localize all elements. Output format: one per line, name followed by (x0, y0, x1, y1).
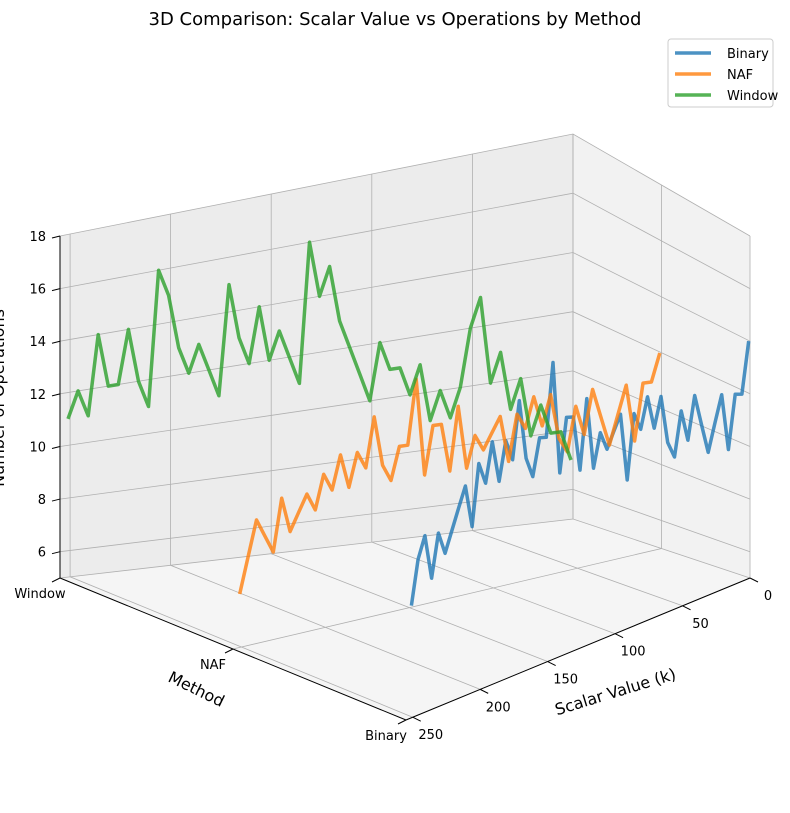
legend-box (667, 38, 774, 108)
legend-label: NAF (727, 68, 753, 83)
axis-panes (60, 134, 750, 720)
z-tick-mark (51, 393, 61, 397)
y-tick-mark (51, 577, 61, 583)
y-tick-mark (397, 719, 407, 725)
z-tick-label: 8 (38, 493, 46, 508)
z-tick-label: 10 (29, 440, 46, 455)
z-tick-mark (51, 340, 61, 344)
x-tick-mark (412, 716, 421, 722)
z-tick-label: 6 (38, 546, 46, 561)
x-tick-label: 250 (418, 728, 443, 743)
series-line-binary (409, 340, 751, 606)
chart-title: 3D Comparison: Scalar Value vs Operation… (149, 9, 642, 30)
x-tick-mark (682, 605, 691, 611)
z-tick-label: 16 (29, 283, 46, 298)
z-tick-mark (51, 498, 61, 502)
series-lines (66, 240, 751, 606)
z-tick-mark (51, 551, 61, 555)
y-tick-label: Binary (365, 729, 407, 744)
x-tick-mark (479, 688, 489, 694)
y-tick-label: Window (14, 587, 66, 602)
z-tick-label: 18 (29, 230, 46, 245)
x-tick-label: 200 (486, 700, 511, 715)
y-grid-line (59, 134, 574, 579)
x-tick-label: 0 (764, 589, 772, 604)
tick-labels: 0 50 100 150 200 250 Binary NAF Window 6 8 10 12 14 16… (14, 230, 772, 744)
x-axis-line (405, 577, 751, 721)
y-grid-line (232, 185, 662, 650)
x-tick-mark (749, 577, 759, 583)
z-axis-label: Number of Operations (0, 309, 8, 487)
legend-label: Window (727, 89, 779, 104)
series-line-window (66, 240, 573, 461)
x-tick-label: 50 (692, 617, 709, 632)
x-tick-label: 150 (553, 673, 578, 688)
floor-pane (60, 519, 750, 720)
z-tick-mark (51, 235, 61, 239)
series-line-naf (237, 352, 662, 595)
legend-label: Binary (727, 47, 769, 62)
y-axis-label: Method (165, 667, 227, 710)
back-pane (60, 134, 573, 578)
x-tick-mark (547, 661, 556, 666)
y-tick-mark (224, 648, 234, 654)
z-tick-mark (51, 288, 61, 292)
x-tick-mark (614, 633, 624, 639)
x-tick-label: 100 (621, 645, 646, 660)
z-tick-label: 12 (29, 388, 46, 403)
y-tick-label: NAF (200, 658, 226, 673)
z-tick-label: 14 (29, 335, 46, 350)
legend: Binary NAF Window (667, 38, 779, 108)
z-tick-mark (51, 445, 61, 449)
